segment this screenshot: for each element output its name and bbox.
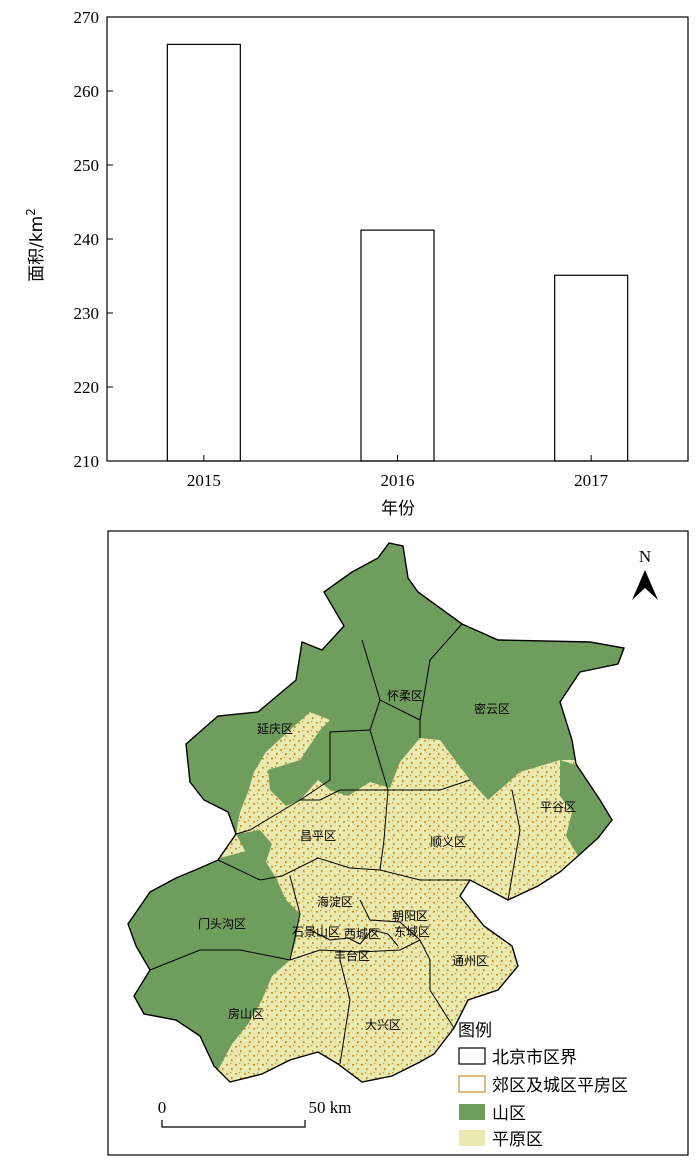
bar-2015 — [166, 43, 241, 462]
north-arrow-icon — [632, 570, 658, 600]
mountain-changping — [236, 830, 272, 862]
legend-swatch-mountain — [459, 1104, 485, 1120]
y-axis-ticks: 210 220 230 240 250 260 270 — [74, 8, 113, 471]
legend-label-bungalow: 郊区及城区平房区 — [492, 1076, 628, 1096]
y-axis-label: 面积/km2 — [24, 208, 47, 282]
plot-frame — [106, 16, 689, 462]
district-label: 昌平区 — [300, 829, 336, 843]
mountain-pinggu — [560, 760, 612, 856]
x-axis-ticks: 2015 2016 2017 — [187, 455, 609, 490]
y-tick-label: 210 — [74, 452, 100, 471]
district-label: 西城区 — [344, 927, 380, 941]
x-tick-label: 2017 — [574, 471, 609, 490]
legend-title: 图例 — [458, 1021, 492, 1041]
scale-bar: 0 50 km — [158, 1098, 352, 1128]
legend-item-boundary: 北京市区界 — [458, 1047, 577, 1068]
district-label: 顺义区 — [430, 835, 466, 849]
legend-label-mountain: 山区 — [492, 1104, 526, 1124]
legend-item-mountain: 山区 — [459, 1104, 526, 1124]
x-axis-label: 年份 — [381, 499, 415, 519]
district-label: 石景山区 — [292, 925, 340, 939]
bar-series — [166, 43, 629, 462]
district-label: 海淀区 — [317, 894, 353, 909]
y-tick-label: 260 — [74, 82, 100, 101]
scale-end-label: 50 km — [309, 1098, 352, 1117]
y-tick-label: 240 — [74, 230, 100, 249]
x-tick-label: 2015 — [187, 471, 221, 490]
district-label: 怀柔区 — [387, 689, 423, 703]
bar-2016 — [360, 229, 435, 462]
legend-item-bungalow: 郊区及城区平房区 — [458, 1075, 628, 1096]
district-label: 丰台区 — [334, 948, 370, 963]
legend-item-plain: 平原区 — [459, 1130, 543, 1150]
district-label: 房山区 — [228, 1006, 264, 1021]
y-tick-label: 250 — [74, 156, 100, 175]
district-label: 东城区 — [394, 925, 430, 939]
north-arrow: N — [632, 547, 658, 600]
north-label: N — [639, 547, 651, 566]
legend: 图例 北京市区界 郊区及城区平房区 山区 平原区 — [458, 1021, 628, 1150]
district-label: 门头沟区 — [198, 916, 246, 931]
district-label: 大兴区 — [365, 1018, 401, 1032]
legend-swatch-bungalow — [458, 1075, 486, 1093]
y-tick-label: 270 — [74, 8, 100, 27]
legend-swatch-boundary — [458, 1047, 486, 1065]
x-tick-label: 2016 — [381, 471, 415, 490]
scale-start-label: 0 — [158, 1098, 167, 1117]
district-label: 朝阳区 — [392, 909, 428, 923]
y-tick-label: 220 — [74, 378, 100, 397]
district-label: 通州区 — [452, 954, 488, 968]
legend-swatch-plain — [459, 1130, 485, 1146]
district-label: 延庆区 — [257, 722, 293, 736]
bar-2017 — [554, 274, 629, 462]
district-boundaries — [127, 542, 625, 1083]
bar-chart: 210 220 230 240 250 260 270 2015 2016 2017 面积/km… — [24, 8, 689, 519]
scale-bar-line — [161, 1120, 306, 1128]
district-label: 平谷区 — [540, 800, 576, 814]
district-label: 密云区 — [474, 701, 510, 716]
y-tick-label: 230 — [74, 304, 100, 323]
legend-label-boundary: 北京市区界 — [492, 1048, 577, 1068]
legend-label-plain: 平原区 — [492, 1130, 543, 1150]
